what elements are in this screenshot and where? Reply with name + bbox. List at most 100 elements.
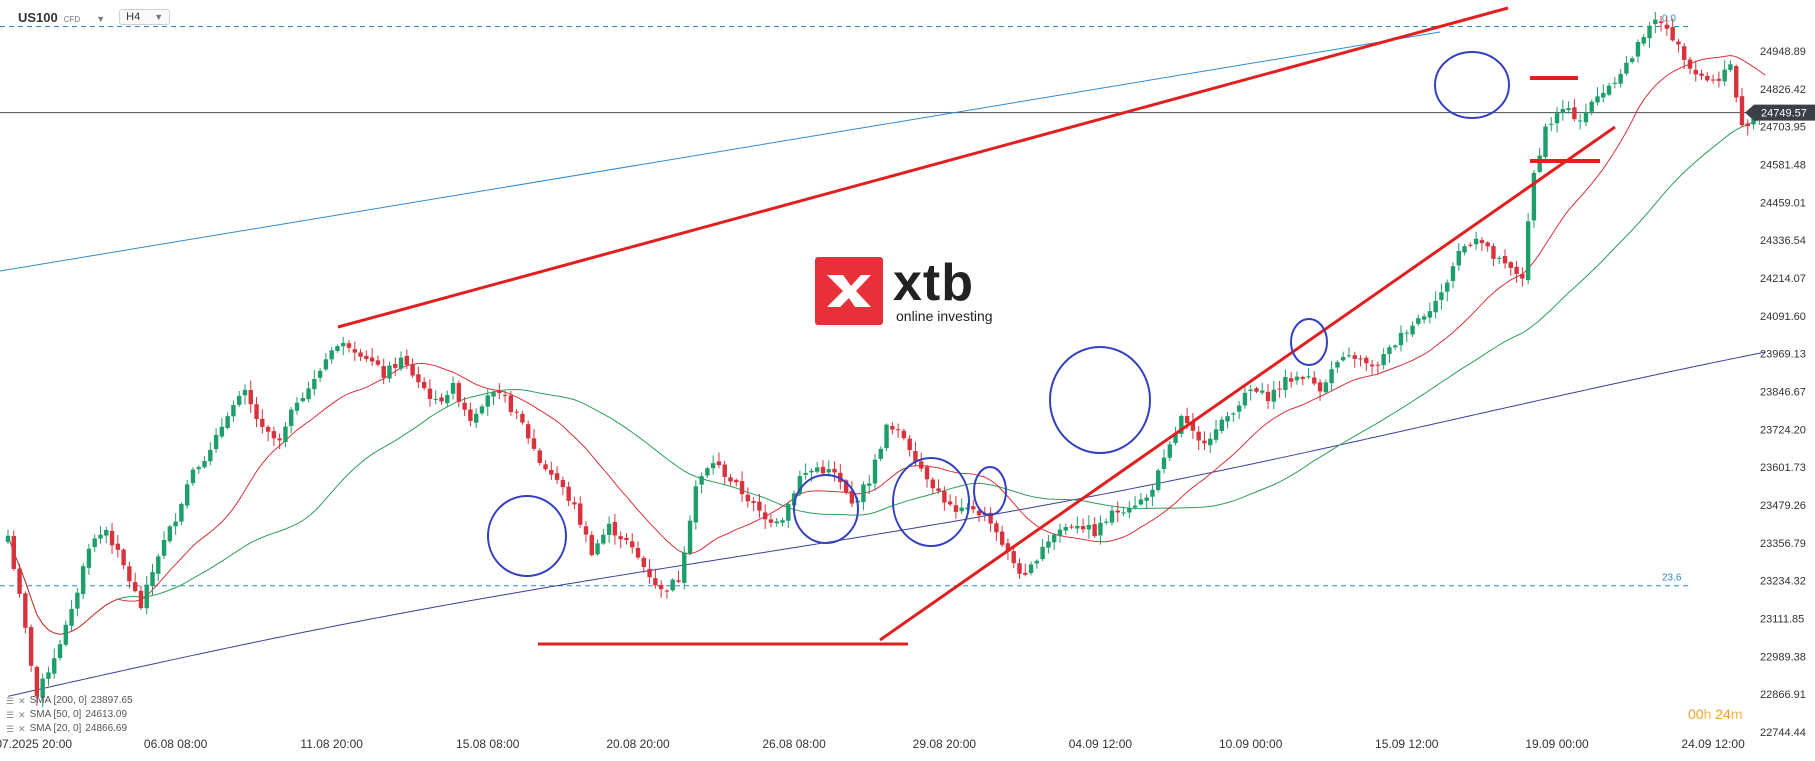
candle-body [1398, 332, 1404, 346]
chart-toolbar: US100 CFD ▼ H4 ▼ [0, 0, 171, 34]
highlight-circle [892, 457, 970, 547]
time-tick-label: 15.09 12:00 [1375, 737, 1439, 751]
time-tick-label: 20.08 20:00 [606, 737, 670, 751]
candle-body [589, 534, 594, 556]
candle-body [1005, 543, 1011, 552]
candle-body [583, 526, 589, 535]
candle-body [803, 472, 808, 475]
candle-body [1040, 546, 1045, 560]
candle-body [393, 364, 398, 368]
candle-body [1317, 382, 1323, 392]
candle-body [462, 402, 467, 410]
candle-body [878, 448, 883, 459]
candle-body [843, 480, 849, 493]
fib-level-label: 0.0 [1662, 14, 1676, 25]
candle-body [375, 360, 381, 365]
candle-body [988, 512, 993, 524]
price-tick-label: 22866.91 [1760, 689, 1806, 701]
candle-body [115, 543, 121, 550]
price-tick-label: 23969.13 [1760, 349, 1806, 361]
candle-body [1618, 73, 1623, 84]
candle-body [566, 486, 571, 501]
sma50-line [7, 116, 1766, 635]
candle-body [23, 593, 28, 628]
candle-body [780, 520, 785, 523]
legend-row-sma50[interactable]: ☰ ✕ SMA [50, 0] 24613.09 [6, 708, 133, 722]
symbol-selector[interactable]: US100 CFD ▼ [18, 10, 105, 25]
candle-body [1710, 79, 1716, 81]
candle-body [433, 398, 438, 400]
close-icon[interactable]: ✕ [18, 696, 26, 706]
candle-body [919, 461, 924, 469]
candle-body [358, 352, 363, 357]
candle-body [1641, 37, 1646, 44]
candle-body [80, 566, 86, 595]
candle-body [514, 411, 519, 413]
price-tick-label: 23234.32 [1760, 576, 1806, 588]
candles [5, 11, 1768, 708]
candle-body [762, 512, 768, 520]
candle-body [1676, 41, 1681, 45]
candle-body [271, 431, 277, 439]
candle-body [237, 395, 242, 405]
candle-body [1629, 58, 1635, 62]
candle-body [531, 438, 537, 449]
candle-body [549, 469, 554, 475]
candle-body [1728, 64, 1733, 70]
candle-body [1653, 19, 1658, 25]
time-tick-label: 29.08 20:00 [913, 737, 977, 751]
highlight-circle [487, 495, 567, 577]
candle-body [196, 467, 201, 470]
highlight-circle [793, 474, 859, 544]
candle-body [658, 584, 664, 590]
candle-body [1543, 126, 1548, 157]
candle-body [543, 464, 548, 470]
candle-body [398, 357, 404, 369]
candle-body [526, 424, 531, 439]
candle-body [1127, 508, 1132, 513]
candle-body [924, 466, 930, 480]
candle-body [624, 537, 629, 541]
timeframe-selector[interactable]: H4 ▼ [119, 9, 171, 25]
candle-body [1115, 510, 1120, 513]
legend-row-sma20[interactable]: ☰ ✕ SMA [20, 0] 24866.69 [6, 722, 133, 736]
legend-value: 23897.65 [90, 695, 133, 706]
candle-body [132, 582, 138, 592]
candle-body [1121, 512, 1126, 514]
candle-body [1248, 389, 1253, 392]
candle-body [138, 590, 144, 609]
candle-body [942, 491, 947, 503]
price-tick-label: 23601.73 [1760, 462, 1806, 474]
candle-body [797, 476, 803, 494]
candle-body [1658, 21, 1664, 24]
candle-body [184, 484, 190, 506]
candle-body [242, 389, 248, 396]
candle-body [757, 501, 762, 511]
candle-body [1722, 69, 1727, 82]
candle-body [774, 521, 779, 524]
candle-body [1693, 69, 1698, 75]
candle-body [647, 568, 652, 578]
close-icon[interactable]: ✕ [18, 724, 26, 734]
candle-body [786, 503, 791, 521]
candle-body [1456, 250, 1461, 266]
candle-body [1242, 392, 1248, 406]
candle-body [283, 426, 288, 443]
time-tick-label: 26.08 08:00 [762, 737, 826, 751]
candle-body [1294, 376, 1300, 381]
candle-body [1404, 332, 1409, 334]
candle-body [502, 394, 508, 396]
candle-body [1387, 347, 1392, 355]
candle-body [936, 488, 941, 492]
highlight-circle [1290, 318, 1328, 366]
candle-body [676, 580, 681, 582]
candle-body [40, 678, 45, 698]
legend-row-sma200[interactable]: ☰ ✕ SMA [200, 0] 23897.65 [6, 694, 133, 708]
candle-body [1098, 522, 1103, 536]
candle-body [1485, 242, 1490, 247]
candle-body [161, 540, 167, 556]
close-icon[interactable]: ✕ [18, 710, 26, 720]
candle-body [179, 503, 184, 522]
candle-body [1479, 240, 1485, 244]
